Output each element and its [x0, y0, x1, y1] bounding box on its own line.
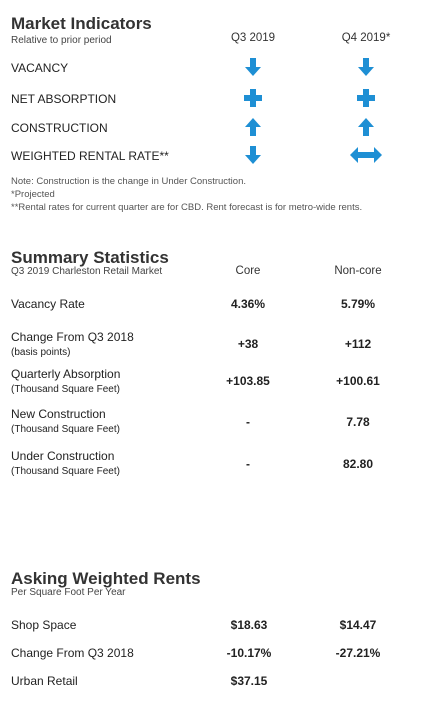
column-header: Non-core — [334, 265, 382, 277]
row-label: CONSTRUCTION — [11, 121, 108, 135]
row-sublabel: (Thousand Square Feet) — [11, 384, 120, 395]
row-label: Shop Space — [11, 618, 77, 632]
row-label: Vacancy Rate — [11, 297, 85, 311]
cell-value: $18.63 — [230, 618, 268, 632]
cell-value: +103.85 — [226, 374, 270, 388]
section-title: Summary Statistics — [11, 248, 169, 267]
cell-value: - — [246, 415, 250, 429]
cell-value: $14.47 — [339, 618, 377, 632]
row-label: Change From Q3 2018 — [11, 646, 134, 660]
note: *Projected — [11, 189, 55, 200]
up-arrow — [245, 118, 261, 136]
note: Note: Construction is the change in Unde… — [11, 176, 246, 187]
row-sublabel: (basis points) — [11, 347, 71, 358]
cell-value: 4.36% — [230, 297, 266, 311]
down-arrow — [245, 58, 261, 76]
column-header: Q3 2019 — [230, 32, 276, 44]
plus — [244, 89, 262, 107]
double-arrow — [350, 147, 382, 163]
cell-value: 7.78 — [346, 415, 370, 429]
down-arrow — [358, 58, 374, 76]
up-arrow — [358, 118, 374, 136]
row-label: Change From Q3 2018 — [11, 330, 134, 344]
row-sublabel: (Thousand Square Feet) — [11, 424, 120, 435]
cell-value: $37.15 — [230, 674, 268, 688]
section-title: Asking Weighted Rents — [11, 569, 201, 588]
row-label: NET ABSORPTION — [11, 92, 117, 106]
row-label: Under Construction — [11, 449, 115, 463]
plus — [357, 89, 375, 107]
cell-value: -10.17% — [226, 646, 272, 660]
cell-value: - — [246, 457, 250, 471]
cell-value: -27.21% — [335, 646, 381, 660]
cell-value: 82.80 — [342, 457, 374, 471]
section-subtitle: Per Square Foot Per Year — [11, 587, 126, 598]
row-sublabel: (Thousand Square Feet) — [11, 466, 120, 477]
section-title: Market Indicators — [11, 14, 152, 33]
row-label: WEIGHTED RENTAL RATE** — [11, 149, 169, 163]
cell-value: +38 — [237, 337, 259, 351]
section-subtitle: Q3 2019 Charleston Retail Market — [11, 266, 163, 277]
row-label: New Construction — [11, 407, 106, 421]
row-label: VACANCY — [11, 61, 69, 75]
down-arrow — [245, 146, 261, 164]
section-subtitle: Relative to prior period — [11, 35, 112, 46]
cell-value: +100.61 — [336, 374, 380, 388]
column-header: Q4 2019* — [341, 32, 391, 44]
row-label: Quarterly Absorption — [11, 367, 121, 381]
row-label: Urban Retail — [11, 674, 78, 688]
cell-value: +112 — [344, 337, 372, 351]
column-header: Core — [235, 265, 261, 277]
cell-value: 5.79% — [340, 297, 376, 311]
note: **Rental rates for current quarter are f… — [11, 202, 363, 213]
